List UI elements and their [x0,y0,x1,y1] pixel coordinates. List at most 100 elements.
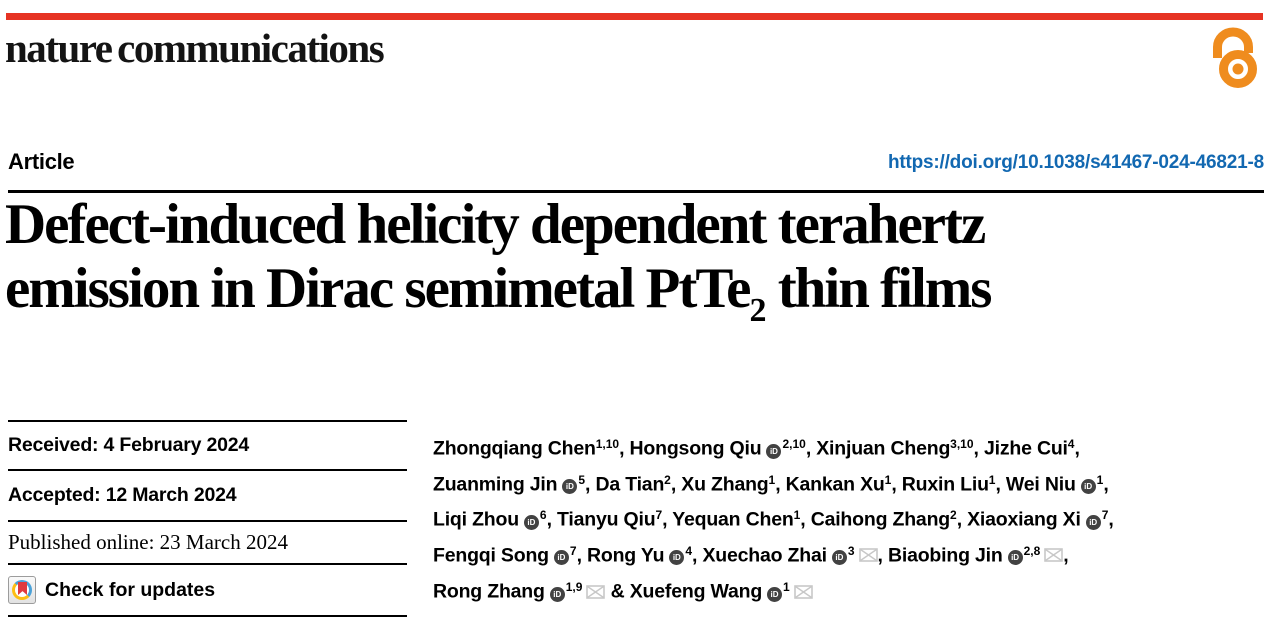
author-name: Xu Zhang [681,473,769,495]
affiliation-superscript: 4 [685,543,693,558]
author-separator: , [877,544,888,566]
author-separator: & [605,580,630,603]
divider [8,420,407,422]
open-access-icon [1204,27,1262,89]
affiliation-superscript: 3,10 [950,437,974,451]
author-separator: , [775,473,786,495]
crossmark-icon[interactable] [8,576,36,604]
orcid-icon[interactable]: iD [766,443,782,459]
affiliation-superscript: 2,8 [1023,543,1041,558]
author-name: Da Tian [595,473,665,495]
affiliation-superscript: 3 [847,543,855,558]
affiliation-superscript: 7 [655,508,663,522]
affiliation-superscript: 4 [1067,437,1075,451]
author-separator: , [956,508,968,531]
affiliation-superscript: 6 [539,508,547,522]
author-separator: , [1103,473,1109,495]
journal-wordmark: nature communications [5,25,385,71]
accepted-date: Accepted: 12 March 2024 [8,484,237,506]
author-separator: , [576,544,587,566]
mail-icon[interactable] [793,578,813,608]
divider [8,615,407,617]
author-name: Liqi Zhou [433,508,519,531]
author-separator: , [1063,544,1069,566]
orcid-icon[interactable]: iD [831,550,847,565]
published-online-date: Published online: 23 March 2024 [8,530,288,554]
check-for-updates-button[interactable]: Check for updates [8,565,407,615]
author-name: Caihong Zhang [810,508,951,531]
author-separator: , [973,437,984,460]
author-name: Xuefeng Wang [629,580,763,603]
author-separator: , [1074,437,1080,460]
author-line: Rong Zhang iD 1,9 & Xuefeng Wang iD 1 [433,571,1173,608]
orcid-icon[interactable]: iD [767,586,783,602]
orcid-icon[interactable]: iD [1007,550,1023,565]
divider [8,469,407,471]
author-name: Rong Zhang [433,580,545,603]
orcid-icon[interactable]: iD [549,586,565,602]
author-name: Tianyu Qiu [557,508,656,531]
author-name: Xiaoxiang Xi [967,508,1081,531]
author-separator: , [670,473,682,495]
author-name: Biaobing Jin [887,544,1003,566]
journal-brand-rule [6,13,1263,20]
author-separator: , [662,508,673,531]
author-name: Yequan Chen [672,508,794,531]
author-name: Fengqi Song [433,544,549,566]
orcid-icon[interactable]: iD [1085,514,1101,530]
affiliation-superscript: 7 [1101,508,1109,522]
affiliation-superscript: 2,10 [782,437,806,451]
orcid-icon[interactable]: iD [553,550,569,565]
article-title: Defect-induced helicity dependent terahe… [5,193,1269,329]
affiliation-superscript: 1 [884,472,892,487]
author-name: Xinjuan Cheng [816,437,951,460]
mail-icon[interactable] [1044,541,1064,571]
orcid-icon[interactable]: iD [523,514,539,530]
orcid-icon[interactable]: iD [669,550,685,565]
affiliation-superscript: 5 [578,472,586,487]
author-line: Fengqi Song iD 7, Rong Yu iD 4, Xuechao Zhai… [433,535,1173,572]
author-name: Kankan Xu [785,473,885,495]
author-name: Jizhe Cui [983,437,1068,460]
author-line: Zuanming Jin iD 5, Da Tian2, Xu Zhang1, Ka… [433,464,1173,500]
affiliation-superscript: 7 [569,543,577,558]
author-name: Wei Niu [1005,473,1076,495]
author-separator: , [546,508,558,531]
affiliation-superscript: 1 [988,472,996,487]
affiliation-superscript: 2 [664,472,671,487]
orcid-icon[interactable]: iD [562,479,578,494]
author-separator: , [891,473,902,495]
author-name: Zuanming Jin [433,473,558,495]
check-for-updates-label: Check for updates [45,578,216,601]
author-separator: , [585,473,596,495]
orcid-icon[interactable]: iD [1080,479,1096,494]
author-separator: , [805,437,817,460]
divider [8,563,407,565]
article-title-line2: emission in Dirac semimetal PtTe2 thin f… [5,257,992,329]
doi-link[interactable]: https://doi.org/10.1038/s41467-024-46821… [887,152,1264,173]
mail-icon[interactable] [858,541,878,571]
affiliation-superscript: 1 [783,580,790,594]
author-line: Zhongqiang Chen1,10, Hongsong Qiu iD 2,10,… [433,428,1173,464]
article-title-line1: Defect-induced helicity dependent terahe… [5,193,986,256]
author-separator: , [1108,508,1114,531]
author-block: Zhongqiang Chen1,10, Hongsong Qiu iD 2,10,… [433,428,1173,608]
received-date: Received: 4 February 2024 [8,434,250,456]
mail-icon[interactable] [586,578,606,608]
author-separator: , [692,544,703,566]
affiliation-superscript: 1,10 [595,437,620,451]
author-name: Hongsong Qiu [629,437,762,460]
author-name: Ruxin Liu [901,473,989,495]
article-history-panel: Received: 4 February 2024 Accepted: 12 M… [8,420,407,617]
affiliation-superscript: 1 [768,472,776,487]
author-separator: , [995,473,1006,495]
divider [8,520,407,522]
author-name: Xuechao Zhai [702,544,827,566]
author-separator: , [619,437,630,460]
header-divider [8,190,1264,193]
article-type-label: Article [8,149,75,174]
author-name: Zhongqiang Chen [433,437,596,460]
affiliation-superscript: 1,9 [565,580,583,594]
affiliation-superscript: 2 [950,508,957,522]
affiliation-superscript: 1 [1096,472,1104,487]
